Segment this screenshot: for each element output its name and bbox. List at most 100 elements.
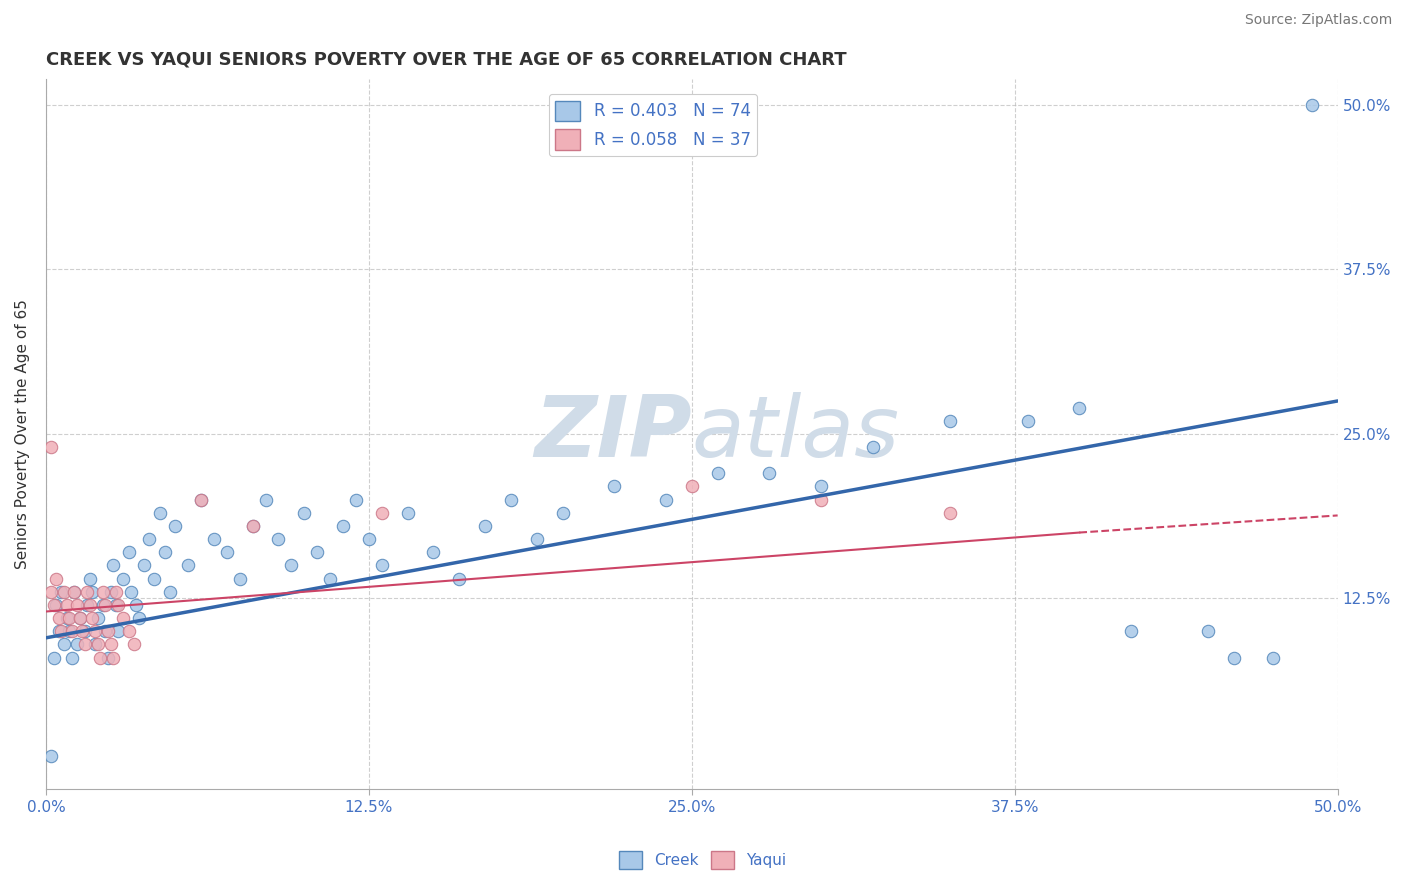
Point <box>104 598 127 612</box>
Point <box>474 519 496 533</box>
Point <box>94 598 117 612</box>
Point <box>82 584 104 599</box>
Point <box>371 558 394 573</box>
Point <box>371 506 394 520</box>
Point <box>357 532 380 546</box>
Point <box>862 440 884 454</box>
Point <box>267 532 290 546</box>
Text: CREEK VS YAQUI SENIORS POVERTY OVER THE AGE OF 65 CORRELATION CHART: CREEK VS YAQUI SENIORS POVERTY OVER THE … <box>46 51 846 69</box>
Point <box>84 624 107 639</box>
Point <box>254 492 277 507</box>
Point <box>603 479 626 493</box>
Point <box>190 492 212 507</box>
Point <box>344 492 367 507</box>
Point <box>1223 650 1246 665</box>
Point <box>681 479 703 493</box>
Point <box>215 545 238 559</box>
Text: Source: ZipAtlas.com: Source: ZipAtlas.com <box>1244 13 1392 28</box>
Point <box>55 611 77 625</box>
Point <box>655 492 678 507</box>
Point <box>107 598 129 612</box>
Point <box>1198 624 1220 639</box>
Point <box>48 611 70 625</box>
Point <box>66 598 89 612</box>
Point <box>810 479 832 493</box>
Point <box>1119 624 1142 639</box>
Point <box>70 624 93 639</box>
Point <box>449 572 471 586</box>
Point <box>396 506 419 520</box>
Point <box>89 650 111 665</box>
Point <box>86 637 108 651</box>
Text: atlas: atlas <box>692 392 900 475</box>
Point <box>53 637 76 651</box>
Point <box>101 650 124 665</box>
Point <box>1261 650 1284 665</box>
Point <box>39 584 62 599</box>
Point <box>79 572 101 586</box>
Point <box>125 598 148 612</box>
Point <box>177 558 200 573</box>
Point <box>42 598 65 612</box>
Point <box>112 611 135 625</box>
Point <box>122 637 145 651</box>
Point <box>51 584 73 599</box>
Point <box>73 624 96 639</box>
Point <box>159 584 181 599</box>
Y-axis label: Seniors Poverty Over the Age of 65: Seniors Poverty Over the Age of 65 <box>15 299 30 569</box>
Point <box>100 637 122 651</box>
Point <box>82 611 104 625</box>
Point <box>48 624 70 639</box>
Point <box>190 492 212 507</box>
Point <box>280 558 302 573</box>
Point <box>84 637 107 651</box>
Point <box>63 584 86 599</box>
Point <box>551 506 574 520</box>
Point <box>91 598 114 612</box>
Point <box>42 650 65 665</box>
Point <box>45 598 67 612</box>
Point <box>60 650 83 665</box>
Point <box>76 598 98 612</box>
Point <box>526 532 548 546</box>
Point <box>97 650 120 665</box>
Point <box>1301 98 1323 112</box>
Point <box>107 624 129 639</box>
Point <box>810 492 832 507</box>
Point <box>165 519 187 533</box>
Point <box>101 558 124 573</box>
Point <box>63 584 86 599</box>
Point <box>143 572 166 586</box>
Point <box>307 545 329 559</box>
Point <box>1069 401 1091 415</box>
Point <box>332 519 354 533</box>
Legend: Creek, Yaqui: Creek, Yaqui <box>613 845 793 875</box>
Point <box>39 440 62 454</box>
Point <box>91 584 114 599</box>
Point <box>55 598 77 612</box>
Point <box>758 467 780 481</box>
Point <box>128 611 150 625</box>
Point <box>939 506 962 520</box>
Point <box>39 749 62 764</box>
Point <box>120 584 142 599</box>
Point <box>117 545 139 559</box>
Point <box>422 545 444 559</box>
Point <box>45 572 67 586</box>
Point <box>73 637 96 651</box>
Point <box>66 637 89 651</box>
Point <box>202 532 225 546</box>
Point <box>138 532 160 546</box>
Point <box>79 598 101 612</box>
Point <box>939 414 962 428</box>
Point <box>1017 414 1039 428</box>
Point <box>86 611 108 625</box>
Point <box>112 572 135 586</box>
Point <box>60 624 83 639</box>
Point <box>292 506 315 520</box>
Point <box>153 545 176 559</box>
Point <box>76 584 98 599</box>
Legend: R = 0.403   N = 74, R = 0.058   N = 37: R = 0.403 N = 74, R = 0.058 N = 37 <box>548 94 758 156</box>
Point <box>51 624 73 639</box>
Point <box>228 572 250 586</box>
